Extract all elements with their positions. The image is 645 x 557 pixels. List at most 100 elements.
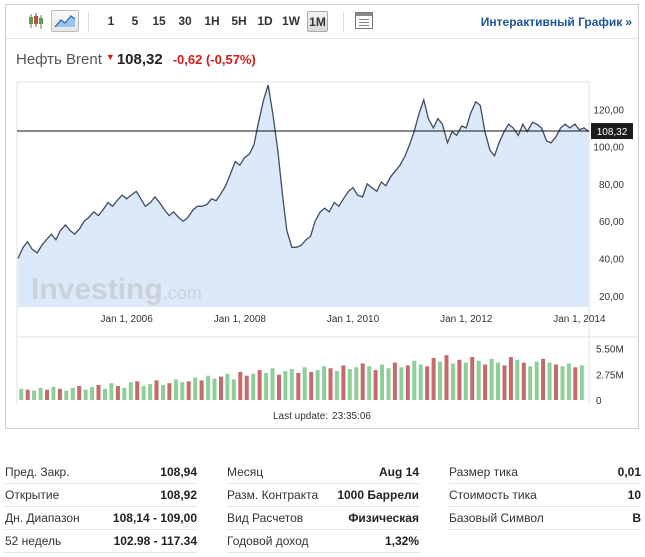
timeframe-button-15[interactable]: 15 [152, 14, 166, 28]
timeframe-button-1d[interactable]: 1D [257, 14, 273, 28]
chart-widget: Интерактивный График» 1 5 15 30 1H 5H 1D 1W 1M Н… [5, 4, 639, 429]
last-update-time: 23:35:06 [332, 411, 371, 422]
volume-bar [334, 371, 339, 400]
last-update: Last update: 23:35:06 [6, 411, 638, 422]
timeframe-button-1m[interactable]: 1M [307, 11, 328, 32]
volume-bar [328, 368, 333, 400]
info-value: Физическая [348, 511, 419, 525]
volume-bar [489, 358, 494, 400]
info-row: Пред. Закр. 108,94 [5, 462, 197, 484]
candlestick-chart-button[interactable] [26, 10, 46, 32]
volume-bar [296, 372, 301, 400]
instrument-info-table: Пред. Закр. 108,94 Открытие 108,92 Дн. Диапа… [0, 462, 645, 557]
info-row: 52 недель 102.98 - 117.34 [5, 531, 197, 553]
info-value: 1,32% [384, 534, 419, 548]
info-row: Размер тика 0,01 [449, 462, 641, 484]
volume-bar [128, 382, 133, 400]
volume-bar [418, 364, 423, 400]
watermark-brand: Investing [31, 273, 163, 306]
area-chart-button[interactable] [51, 10, 79, 32]
volume-bar [277, 374, 281, 400]
info-key: Базовый Символ [449, 511, 544, 525]
volume-bar [186, 381, 191, 400]
chart-settings-button[interactable] [353, 10, 375, 32]
timeframe-button-1h[interactable]: 1H [204, 14, 220, 28]
toolbar-divider [88, 12, 89, 32]
volume-bar [341, 365, 346, 400]
volume-bar [135, 381, 140, 400]
volume-bar [148, 384, 153, 400]
volume-bar [225, 373, 230, 400]
x-tick-label: Jan 1, 2008 [214, 314, 267, 325]
volume-bar [541, 358, 546, 400]
info-row: Дн. Диапазон 108,14 - 109,00 [5, 508, 197, 530]
info-key: Стоимость тика [449, 488, 537, 502]
volume-bar [554, 364, 558, 400]
volume-bar [457, 359, 462, 400]
volume-bar [122, 387, 127, 400]
volume-tick-label: 0 [596, 396, 602, 407]
info-column-1: Пред. Закр. 108,94 Открытие 108,92 Дн. Диапа… [5, 462, 197, 554]
volume-bar [115, 386, 120, 400]
volume-bar [193, 377, 198, 400]
timeframe-button-5[interactable]: 5 [131, 14, 139, 28]
chart-toolbar: Интерактивный График» 1 5 15 30 1H 5H 1D 1W 1M [6, 5, 638, 39]
area-chart-icon [54, 15, 76, 28]
volume-bar [57, 388, 62, 400]
volume-bar [496, 362, 500, 400]
volume-bar [83, 389, 88, 400]
volume-bar [521, 362, 526, 400]
volume-bar [231, 379, 236, 400]
info-value: 108,14 - 109,00 [112, 511, 197, 525]
timeframe-button-5h[interactable]: 5H [231, 14, 247, 28]
volume-bar [444, 355, 449, 400]
x-tick-label: Jan 1, 2010 [327, 314, 380, 325]
info-key: Пред. Закр. [5, 465, 70, 479]
volume-bar [431, 357, 436, 400]
volume-bar [483, 364, 488, 400]
info-row: Разм. Контракта 1000 Баррели [227, 485, 419, 507]
volume-bar [354, 367, 359, 400]
volume-bar [380, 364, 384, 400]
instrument-name: Нефть Brent [16, 51, 102, 68]
info-value: 0,01 [617, 465, 641, 479]
double-chevron-right-icon: » [625, 15, 632, 29]
interactive-chart-link[interactable]: Интерактивный График» [481, 15, 632, 29]
y-tick-label: 40,00 [599, 254, 624, 265]
timeframe-button-1w[interactable]: 1W [282, 14, 300, 28]
volume-bar [566, 363, 571, 400]
info-value: Aug 14 [378, 465, 419, 479]
y-tick-label: 100,00 [593, 143, 624, 154]
volume-bar [270, 368, 275, 400]
info-value: 108,92 [160, 488, 197, 502]
y-tick-label: 20,00 [599, 292, 624, 303]
interactive-chart-link-label: Интерактивный График [480, 15, 623, 29]
info-value: 1000 Баррели [337, 488, 419, 502]
info-value: 108,94 [160, 465, 197, 479]
volume-bar [386, 368, 391, 400]
volume-bar [367, 366, 372, 400]
volume-bar [502, 365, 507, 400]
timeframe-button-1[interactable]: 1 [107, 14, 115, 28]
volume-bar [19, 388, 24, 400]
volume-bar [534, 361, 539, 400]
current-price-label: 108,32 [597, 127, 628, 138]
last-price: 108,32 [116, 51, 163, 68]
timeframe-button-30[interactable]: 30 [178, 14, 192, 28]
price-chart[interactable]: Investing.com 108,32 20,00 40,00 60,00 80,00 1… [6, 5, 638, 428]
info-row: Стоимость тика 10 [449, 485, 641, 507]
volume-bar [103, 388, 107, 400]
volume-bar [450, 363, 455, 400]
volume-tick-label: 2.75M [596, 370, 624, 381]
volume-bar [508, 357, 513, 400]
info-key: Годовой доход [227, 534, 309, 548]
watermark-suffix: .com [163, 283, 202, 303]
volume-bar [373, 370, 378, 400]
volume-bar [161, 385, 165, 400]
info-row: Годовой доход 1,32% [227, 531, 419, 553]
down-arrow-icon: ▼ [105, 52, 115, 62]
volume-bar [70, 387, 75, 400]
volume-bar [463, 362, 468, 400]
volume-bar [257, 370, 262, 400]
volume-bar [167, 383, 172, 400]
